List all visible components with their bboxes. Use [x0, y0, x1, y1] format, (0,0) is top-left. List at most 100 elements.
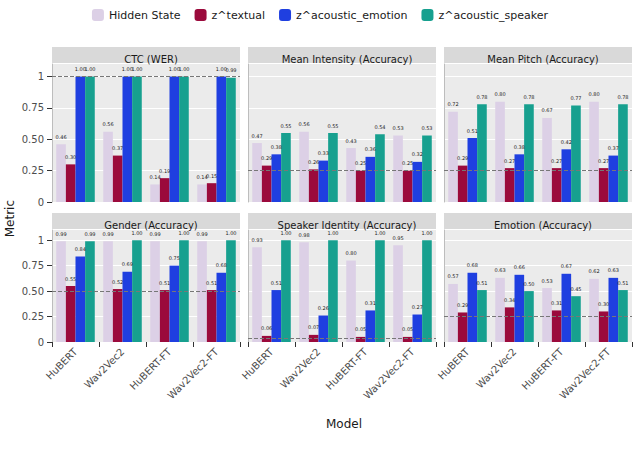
svg-text:HuBERT: HuBERT	[44, 345, 80, 381]
svg-text:HuBERT: HuBERT	[240, 345, 276, 381]
svg-text:z^acoustic_speaker: z^acoustic_speaker	[438, 9, 548, 22]
svg-text:0.31: 0.31	[551, 300, 562, 306]
svg-text:0.50: 0.50	[22, 286, 44, 297]
svg-text:Metric: Metric	[3, 200, 17, 237]
svg-text:0.06: 0.06	[261, 325, 272, 331]
svg-text:0.26: 0.26	[308, 159, 319, 165]
svg-text:0.75: 0.75	[22, 260, 44, 271]
svg-text:0.57: 0.57	[447, 273, 458, 279]
svg-text:0: 0	[38, 337, 44, 348]
svg-text:0.05: 0.05	[402, 326, 413, 332]
svg-text:1.00: 1.00	[131, 66, 142, 72]
svg-text:0.55: 0.55	[280, 123, 291, 129]
svg-text:0.37: 0.37	[112, 145, 123, 151]
svg-text:0.25: 0.25	[402, 160, 413, 166]
svg-text:0.46: 0.46	[55, 134, 66, 140]
svg-text:0.98: 0.98	[298, 232, 309, 238]
svg-text:0.51: 0.51	[617, 280, 628, 286]
svg-text:0.05: 0.05	[355, 326, 366, 332]
svg-text:0.99: 0.99	[225, 67, 236, 73]
svg-text:0.63: 0.63	[608, 267, 619, 273]
svg-text:Wav2Vec2: Wav2Vec2	[82, 346, 126, 390]
svg-text:0.67: 0.67	[541, 107, 552, 113]
svg-text:0.93: 0.93	[251, 237, 262, 243]
svg-text:Model: Model	[326, 417, 362, 431]
svg-text:0.84: 0.84	[75, 246, 86, 252]
svg-text:0.29: 0.29	[457, 155, 468, 161]
svg-text:0.95: 0.95	[392, 235, 403, 241]
svg-text:Emotion (Accuracy): Emotion (Accuracy)	[494, 220, 592, 231]
svg-text:0.50: 0.50	[22, 134, 44, 145]
svg-text:0.33: 0.33	[318, 150, 329, 156]
svg-text:0.72: 0.72	[447, 101, 458, 107]
svg-text:0.99: 0.99	[102, 231, 113, 237]
svg-text:0.63: 0.63	[494, 267, 505, 273]
svg-text:z^acoustic_emotion: z^acoustic_emotion	[296, 9, 407, 22]
svg-text:0.29: 0.29	[261, 155, 272, 161]
svg-text:0.99: 0.99	[55, 231, 66, 237]
svg-text:0.30: 0.30	[598, 301, 609, 307]
svg-text:1.00: 1.00	[84, 66, 95, 72]
svg-text:0.47: 0.47	[251, 133, 262, 139]
svg-text:HuBERT: HuBERT	[436, 345, 472, 381]
svg-text:0.53: 0.53	[541, 278, 552, 284]
svg-text:0.25: 0.25	[22, 311, 44, 322]
svg-text:0.80: 0.80	[588, 91, 599, 97]
svg-text:0.62: 0.62	[588, 268, 599, 274]
svg-text:1.00: 1.00	[374, 230, 385, 236]
svg-text:1.00: 1.00	[178, 66, 189, 72]
svg-text:0.51: 0.51	[476, 280, 487, 286]
svg-text:0.68: 0.68	[467, 262, 478, 268]
svg-text:0.52: 0.52	[112, 279, 123, 285]
svg-text:0.53: 0.53	[392, 125, 403, 131]
svg-text:z^textual: z^textual	[212, 9, 265, 22]
svg-text:0.55: 0.55	[327, 123, 338, 129]
svg-text:0.75: 0.75	[22, 102, 44, 113]
svg-text:0.56: 0.56	[298, 121, 309, 127]
svg-text:0.14: 0.14	[149, 174, 160, 180]
svg-text:0.19: 0.19	[159, 168, 170, 174]
svg-text:0.36: 0.36	[365, 146, 376, 152]
svg-text:0.34: 0.34	[504, 297, 515, 303]
svg-text:1.00: 1.00	[280, 230, 291, 236]
svg-text:0.42: 0.42	[561, 139, 572, 145]
svg-text:HuBERT-FT: HuBERT-FT	[520, 345, 566, 391]
svg-text:1.00: 1.00	[225, 230, 236, 236]
svg-text:0.77: 0.77	[570, 95, 581, 101]
svg-text:0.50: 0.50	[523, 281, 534, 287]
svg-text:0.51: 0.51	[467, 128, 478, 134]
svg-text:0.53: 0.53	[421, 125, 432, 131]
svg-text:0: 0	[38, 197, 44, 208]
svg-text:0.27: 0.27	[504, 158, 515, 164]
svg-text:0.66: 0.66	[514, 264, 525, 270]
svg-text:0.27: 0.27	[551, 158, 562, 164]
svg-text:0.51: 0.51	[206, 280, 217, 286]
svg-text:1.00: 1.00	[178, 230, 189, 236]
svg-text:0.31: 0.31	[365, 300, 376, 306]
svg-text:0.37: 0.37	[608, 145, 619, 151]
svg-text:HuBERT-FT: HuBERT-FT	[128, 345, 174, 391]
svg-text:Hidden State: Hidden State	[109, 9, 181, 22]
svg-text:0.30: 0.30	[65, 154, 76, 160]
svg-text:Wav2Vec2-FT: Wav2Vec2-FT	[165, 345, 221, 401]
svg-text:0.69: 0.69	[122, 261, 133, 267]
svg-text:1.00: 1.00	[131, 230, 142, 236]
svg-text:1: 1	[38, 235, 44, 246]
svg-text:0.99: 0.99	[84, 231, 95, 237]
svg-text:Wav2Vec2: Wav2Vec2	[278, 346, 322, 390]
svg-text:Gender (Accuracy): Gender (Accuracy)	[104, 220, 198, 231]
svg-text:Wav2Vec2: Wav2Vec2	[474, 346, 518, 390]
svg-text:0.51: 0.51	[271, 280, 282, 286]
svg-text:0.07: 0.07	[308, 324, 319, 330]
svg-text:0.25: 0.25	[22, 165, 44, 176]
svg-text:0.56: 0.56	[102, 121, 113, 127]
svg-text:0.67: 0.67	[561, 263, 572, 269]
svg-text:Mean Pitch (Accuracy): Mean Pitch (Accuracy)	[487, 54, 599, 65]
svg-text:1.00: 1.00	[421, 230, 432, 236]
svg-text:0.78: 0.78	[476, 94, 487, 100]
svg-text:0.54: 0.54	[374, 124, 385, 130]
svg-text:0.15: 0.15	[206, 173, 217, 179]
svg-text:Mean Intensity (Accuracy): Mean Intensity (Accuracy)	[282, 54, 413, 65]
svg-text:HuBERT-FT: HuBERT-FT	[324, 345, 370, 391]
svg-text:0.38: 0.38	[271, 144, 282, 150]
